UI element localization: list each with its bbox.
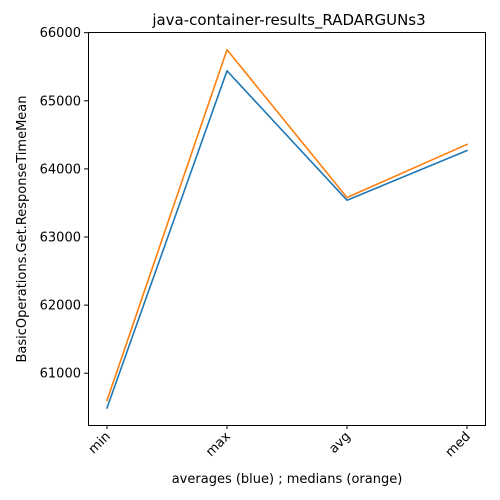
y-tick-label-0: 61000 [40, 367, 81, 382]
chart-title: java-container-results_RADARGUNs3 [151, 11, 425, 30]
y-axis-title: BasicOperations.Get.ResponseTimeMean [15, 96, 30, 363]
y-tick-label-2: 63000 [40, 231, 81, 246]
x-axis-title: averages (blue) ; medians (orange) [172, 472, 403, 487]
y-tick-label-4: 65000 [40, 94, 81, 109]
series-line-0 [105, 70, 469, 409]
series-layer [105, 48, 469, 409]
y-tick-label-3: 64000 [40, 162, 81, 177]
y-axis: 61000 62000 63000 64000 65000 66000 [40, 26, 88, 382]
y-tick-label-5: 66000 [40, 26, 81, 41]
series-line-1 [105, 48, 469, 402]
plot-frame [88, 32, 486, 426]
y-tick-label-1: 62000 [40, 299, 81, 314]
